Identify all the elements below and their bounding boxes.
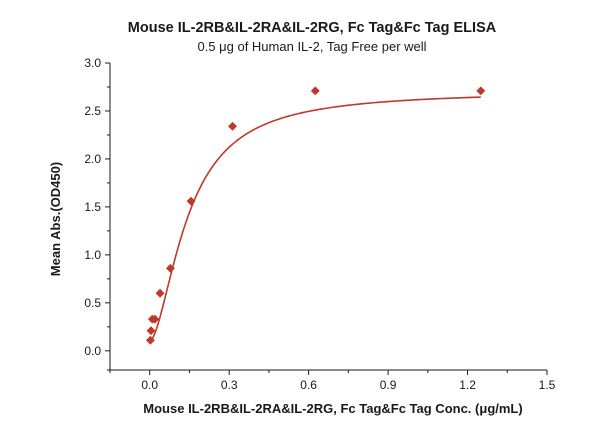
data-point-marker [310, 86, 320, 96]
x-axis-label: Mouse IL-2RB&IL-2RA&IL-2RG, Fc Tag&Fc Ta… [143, 401, 522, 416]
x-tick-label: 0.0 [141, 378, 158, 392]
data-point-marker [165, 263, 175, 273]
y-tick-label: 1.5 [84, 200, 101, 214]
y-axis-ticks: 0.0 0.5 1.0 1.5 2.0 2.5 3.0 [84, 56, 110, 371]
y-axis-label: Mean Abs.(OD450) [48, 162, 63, 276]
y-tick-label: 3.0 [84, 56, 101, 70]
x-tick-label: 0.9 [380, 378, 397, 392]
chart-subtitle: 0.5 μg of Human IL-2, Tag Free per well [197, 39, 426, 54]
y-tick-label: 0.0 [84, 344, 101, 358]
chart-title: Mouse IL-2RB&IL-2RA&IL-2RG, Fc Tag&Fc Ta… [128, 20, 497, 36]
fit-curve [149, 96, 481, 342]
x-tick-label: 0.6 [300, 378, 317, 392]
x-tick-label: 1.5 [539, 378, 556, 392]
data-point-marker [155, 288, 165, 298]
y-tick-label: 2.5 [84, 104, 101, 118]
data-point-marker [227, 121, 238, 131]
data-point-marker [145, 335, 155, 345]
data-point-marker [476, 86, 486, 96]
data-points [145, 86, 486, 345]
axes [109, 63, 547, 371]
x-tick-label: 1.2 [459, 378, 476, 392]
data-point-marker [186, 196, 196, 206]
x-tick-label: 0.3 [221, 378, 238, 392]
data-point-marker [150, 314, 160, 324]
fit-curve-layer [149, 96, 481, 342]
data-point-marker [146, 326, 156, 336]
x-axis-ticks: 0.0 0.3 0.6 0.9 1.2 1.5 [109, 370, 556, 392]
y-tick-label: 2.0 [84, 152, 101, 166]
y-tick-label: 0.5 [84, 296, 101, 310]
y-tick-label: 1.0 [84, 248, 101, 262]
